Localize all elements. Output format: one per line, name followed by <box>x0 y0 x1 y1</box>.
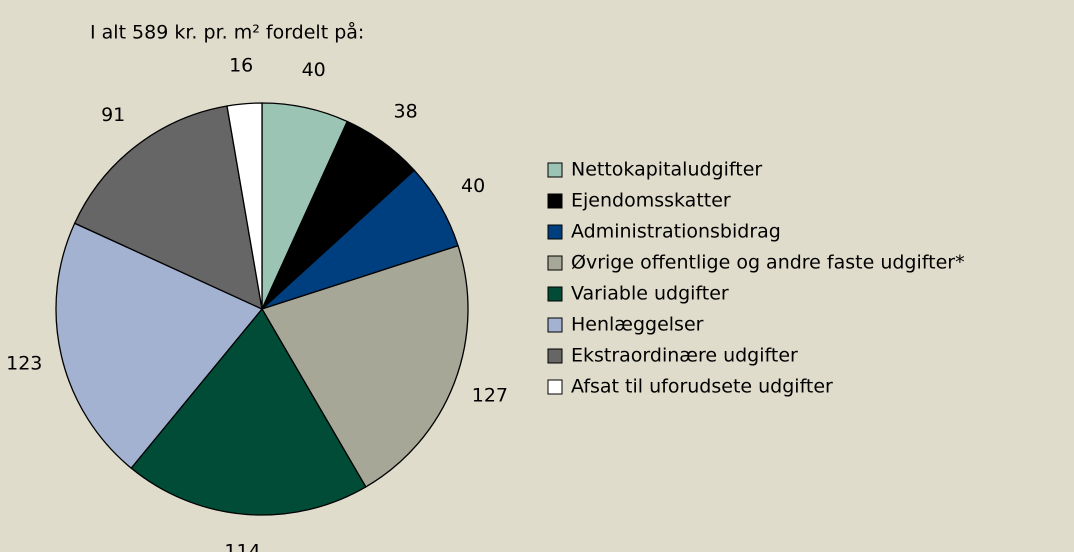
pie-slice <box>130 307 367 516</box>
data-label: 40 <box>461 175 485 197</box>
legend-label: Afsat til uforudsete udgifter <box>571 376 833 398</box>
legend-swatch <box>547 255 563 271</box>
data-label: 114 <box>224 541 260 552</box>
pie-slice <box>55 222 264 470</box>
pie-slice <box>73 105 263 311</box>
legend-swatch <box>547 286 563 302</box>
legend-swatch <box>547 162 563 178</box>
legend-label: Variable udgifter <box>571 283 729 305</box>
legend-swatch <box>547 317 563 333</box>
data-label: 127 <box>472 385 508 407</box>
data-label: 38 <box>394 100 418 122</box>
data-label: 123 <box>6 352 42 374</box>
legend-label: Administrationsbidrag <box>571 221 781 243</box>
legend-swatch <box>547 348 563 364</box>
legend-label: Henlæggelser <box>571 314 704 336</box>
legend-label: Ejendomsskatter <box>571 190 731 212</box>
legend-label: Nettokapitaludgifter <box>571 159 762 181</box>
legend-swatch <box>547 224 563 240</box>
data-label: 91 <box>101 104 125 126</box>
legend-label: Øvrige offentlige og andre faste udgifte… <box>571 252 965 274</box>
pie-slice <box>226 102 263 310</box>
data-label: 40 <box>302 59 326 81</box>
chart-title: I alt 589 kr. pr. m² fordelt på: <box>90 21 364 44</box>
legend-swatch <box>547 193 563 209</box>
data-label: 16 <box>229 54 253 76</box>
pie-slice <box>261 244 469 488</box>
legend-swatch <box>547 379 563 395</box>
legend-label: Ekstraordinære udgifter <box>571 345 798 367</box>
